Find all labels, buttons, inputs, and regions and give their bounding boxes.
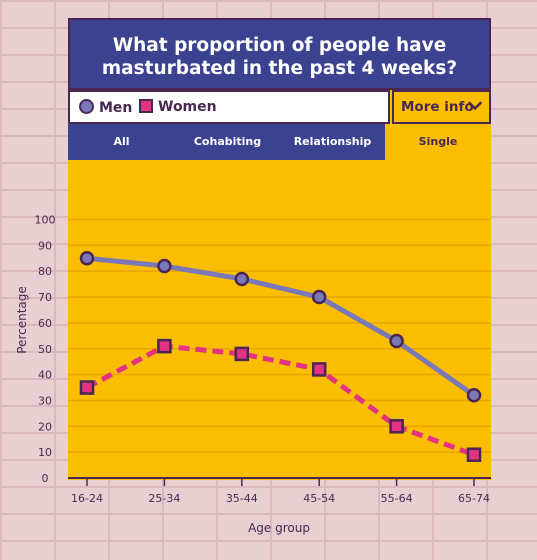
x-tick-label: 55-64 <box>381 492 413 505</box>
legend-row: Men Women More info <box>68 90 491 124</box>
y-axis-title: Percentage <box>15 286 29 354</box>
y-tick-label: 40 <box>38 369 52 382</box>
y-tick-label: 70 <box>38 291 52 304</box>
x-tick-label: 35-44 <box>226 492 258 505</box>
series-line-women <box>85 343 475 458</box>
x-tick-label: 25-34 <box>148 492 180 505</box>
data-point-men <box>311 289 327 305</box>
tab-single[interactable]: Single <box>385 124 491 160</box>
y-tick-label: 100 <box>35 214 56 227</box>
legend: Men Women <box>68 90 390 124</box>
tab-all[interactable]: All <box>113 135 130 148</box>
y-tick-label: 10 <box>38 446 52 459</box>
data-point-women <box>466 447 482 462</box>
chart-title: What proportion of people have masturbat… <box>101 35 458 79</box>
chart-card: What proportion of people have masturbat… <box>68 18 491 480</box>
data-point-men <box>157 258 172 274</box>
x-axis-title: Age group <box>248 521 310 535</box>
data-point-men <box>389 333 404 349</box>
data-point-women <box>389 419 404 434</box>
legend-item-women[interactable]: Women <box>139 99 217 115</box>
title-bar: What proportion of people have masturbat… <box>68 18 491 90</box>
x-tick-label: 45-54 <box>303 492 335 505</box>
legend-label-men: Men <box>99 100 133 116</box>
data-point-women <box>157 338 172 354</box>
data-point-women <box>311 362 327 377</box>
legend-item-men[interactable]: Men <box>79 99 132 116</box>
data-point-men <box>466 388 482 403</box>
tab-cohabiting[interactable]: Cohabiting <box>193 135 262 148</box>
data-point-women <box>79 380 95 395</box>
x-tick-label: 65-74 <box>458 492 490 505</box>
tab-relationship[interactable]: Relationship <box>293 135 372 148</box>
x-tick-label: 16-24 <box>71 492 103 505</box>
more-info-label: More info <box>401 99 474 115</box>
square-marker-icon <box>139 99 153 113</box>
y-tick-label: 30 <box>38 394 52 407</box>
y-tick-label: 80 <box>38 265 52 278</box>
y-tick-label: 0 <box>42 472 49 485</box>
data-point-men <box>234 271 250 287</box>
more-info-button[interactable]: More info <box>392 90 491 124</box>
data-point-women <box>234 346 250 362</box>
y-tick-label: 50 <box>38 343 52 356</box>
tab-bar: All Cohabiting Relationship Single <box>68 124 491 160</box>
y-tick-label: 20 <box>38 420 52 433</box>
legend-label-women: Women <box>158 99 217 115</box>
series-line-men <box>84 255 477 398</box>
circle-marker-icon <box>79 99 94 114</box>
data-point-men <box>79 251 95 266</box>
y-tick-label: 90 <box>38 239 52 252</box>
chevron-down-icon <box>468 101 482 110</box>
y-tick-label: 60 <box>38 317 52 330</box>
